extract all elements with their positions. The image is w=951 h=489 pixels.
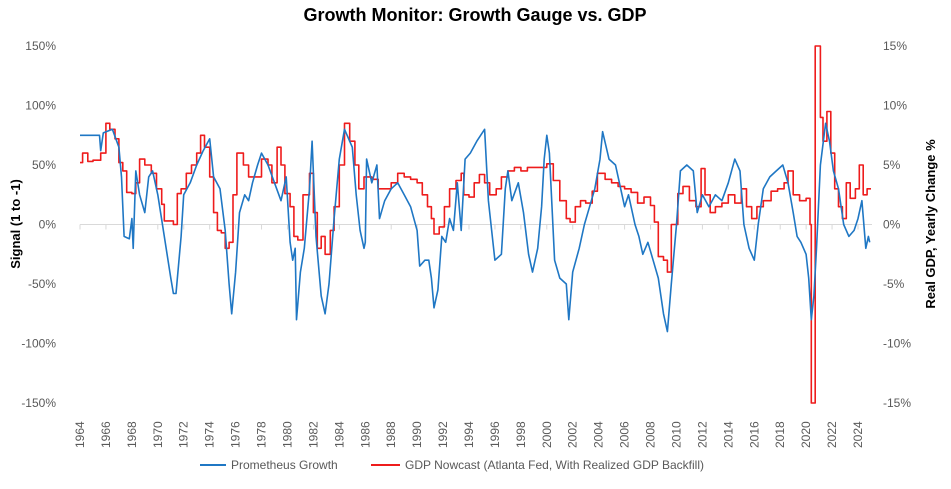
x-tick-label: 2002 (566, 421, 580, 448)
x-tick-label: 1978 (255, 421, 269, 448)
gdp-nowcast-line (80, 45, 871, 404)
x-tick-label: 2022 (825, 421, 839, 448)
x-tick-label: 2000 (540, 421, 554, 448)
legend-label-prometheus: Prometheus Growth (231, 458, 338, 472)
y2-tick-label: 5% (883, 158, 901, 172)
y-tick-label: -50% (28, 277, 56, 291)
x-tick-label: 2010 (669, 421, 683, 448)
y-axis-ticks: 150% 100% 50% 0% -50% -100% -150% (21, 39, 56, 410)
x-axis: 1964 1966 1968 1970 1972 1974 1976 1978 1980 1982… (73, 224, 872, 448)
x-tick-label: 2008 (644, 421, 658, 448)
y2-tick-label: 10% (883, 99, 907, 113)
y-tick-label: 100% (25, 99, 56, 113)
x-tick-label: 2016 (747, 421, 761, 448)
x-tick-label: 1994 (462, 421, 476, 448)
x-tick-label: 2014 (721, 421, 735, 448)
series-lines (80, 45, 871, 404)
x-tick-label: 1976 (229, 421, 243, 448)
y2-tick-label: -5% (883, 277, 905, 291)
x-tick-label: 1996 (488, 421, 502, 448)
y2-tick-label: -10% (883, 337, 911, 351)
x-tick-label: 1968 (125, 421, 139, 448)
legend-label-gdp: GDP Nowcast (Atlanta Fed, With Realized … (405, 458, 704, 472)
x-tick-label: 1990 (410, 421, 424, 448)
x-tick-label: 1984 (332, 421, 346, 448)
chart-title: Growth Monitor: Growth Gauge vs. GDP (303, 5, 646, 25)
x-tick-label: 2024 (851, 421, 865, 448)
x-tick-label: 1964 (73, 421, 87, 448)
x-tick-label: 2012 (695, 421, 709, 448)
x-tick-label: 1966 (99, 421, 113, 448)
y-tick-label: 150% (25, 39, 56, 53)
x-tick-label: 2018 (773, 421, 787, 448)
x-tick-label: 2006 (618, 421, 632, 448)
legend: Prometheus Growth GDP Nowcast (Atlanta F… (200, 458, 704, 472)
x-tick-label: 1998 (514, 421, 528, 448)
y2-tick-label: 0% (883, 218, 901, 232)
y2-axis-ticks: 15% 10% 5% 0% -5% -10% -15% (883, 39, 911, 410)
y-tick-label: 0% (39, 218, 57, 232)
y-tick-label: 50% (32, 158, 56, 172)
x-tick-label: 1982 (306, 421, 320, 448)
y2-axis-label: Real GDP, Yearly Change % (923, 139, 938, 309)
x-tick-label: 2020 (799, 421, 813, 448)
x-tick-label: 1974 (203, 421, 217, 448)
x-tick-label: 1980 (280, 421, 294, 448)
prometheus-growth-line (80, 122, 871, 333)
x-tick-label: 1970 (151, 421, 165, 448)
y2-tick-label: 15% (883, 39, 907, 53)
x-tick-label: 2004 (592, 421, 606, 448)
y-tick-label: -150% (21, 396, 56, 410)
x-tick-label: 1992 (436, 421, 450, 448)
y-tick-label: -100% (21, 337, 56, 351)
x-tick-label: 1986 (358, 421, 372, 448)
x-tick-label: 1988 (384, 421, 398, 448)
x-tick-label: 1972 (177, 421, 191, 448)
y2-tick-label: -15% (883, 396, 911, 410)
y-axis-label: Signal (1 to -1) (8, 179, 23, 269)
